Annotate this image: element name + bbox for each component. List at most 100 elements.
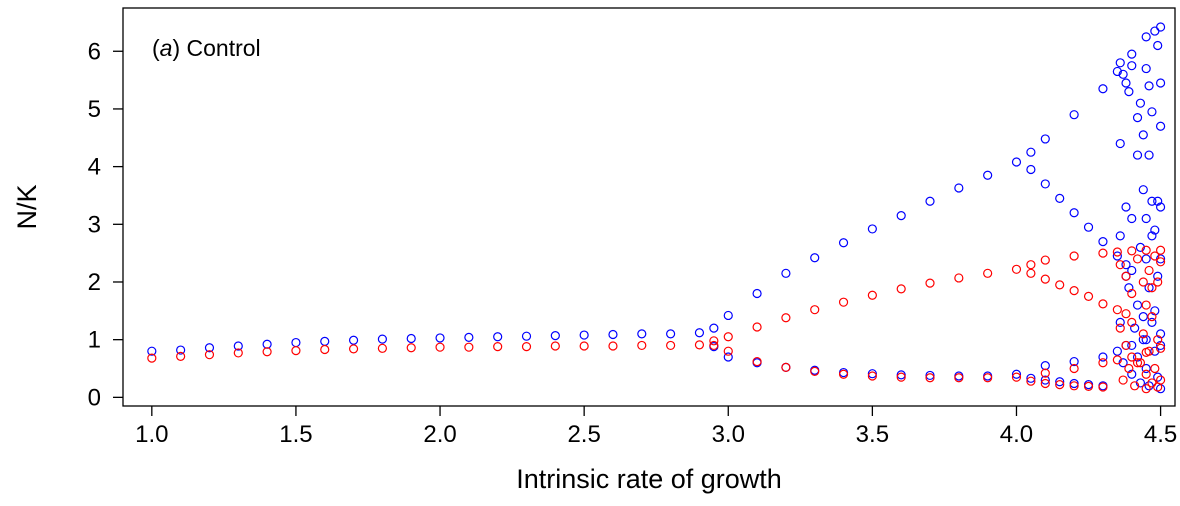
data-point bbox=[867, 224, 877, 234]
data-point bbox=[1153, 372, 1163, 382]
y-tick-label: 3 bbox=[88, 211, 101, 238]
data-point bbox=[435, 333, 445, 343]
data-point bbox=[1153, 335, 1163, 345]
data-point bbox=[637, 340, 647, 351]
data-point bbox=[1141, 335, 1151, 345]
data-point bbox=[954, 373, 964, 383]
data-point bbox=[1115, 323, 1125, 333]
data-point bbox=[1040, 134, 1050, 144]
data-point bbox=[838, 297, 849, 307]
data-point bbox=[262, 339, 272, 349]
data-point bbox=[1026, 268, 1036, 278]
data-point bbox=[867, 369, 877, 379]
data-point bbox=[723, 352, 733, 362]
data-point bbox=[377, 343, 387, 353]
data-point bbox=[1124, 283, 1134, 293]
data-point bbox=[1138, 185, 1148, 195]
data-point bbox=[1135, 242, 1146, 252]
data-point bbox=[752, 322, 762, 332]
data-point bbox=[1127, 340, 1137, 351]
data-point bbox=[1141, 384, 1151, 394]
data-point bbox=[666, 340, 676, 351]
data-point bbox=[983, 268, 993, 278]
data-point bbox=[1098, 382, 1108, 392]
data-point bbox=[1098, 352, 1108, 362]
y-tick-label: 1 bbox=[88, 327, 101, 354]
data-point bbox=[1144, 265, 1154, 276]
data-point bbox=[1112, 247, 1122, 257]
y-tick-label: 2 bbox=[88, 269, 101, 296]
data-point bbox=[176, 345, 186, 355]
data-point bbox=[1118, 375, 1128, 385]
data-point bbox=[1130, 381, 1140, 391]
data-point bbox=[1121, 202, 1131, 212]
data-point bbox=[1127, 352, 1137, 362]
data-point bbox=[1121, 309, 1131, 319]
data-point bbox=[925, 196, 935, 206]
data-point bbox=[1098, 248, 1108, 258]
data-point bbox=[1011, 372, 1022, 382]
data-point bbox=[1011, 264, 1022, 274]
data-point bbox=[579, 330, 589, 340]
data-point bbox=[1144, 81, 1154, 91]
data-point bbox=[1127, 265, 1137, 276]
data-point bbox=[1147, 283, 1157, 293]
data-point bbox=[723, 332, 733, 342]
data-point bbox=[1141, 245, 1151, 255]
data-point bbox=[1138, 329, 1148, 339]
x-tick-label: 1.5 bbox=[279, 421, 312, 448]
data-point bbox=[925, 373, 935, 383]
y-axis: 0 1 2 3 4 5 6 bbox=[88, 38, 123, 411]
data-point bbox=[723, 310, 733, 321]
data-point bbox=[1127, 369, 1137, 379]
data-point bbox=[925, 370, 935, 381]
data-point bbox=[1150, 346, 1160, 356]
data-point bbox=[1155, 257, 1166, 267]
data-point bbox=[579, 341, 589, 351]
data-point bbox=[291, 346, 301, 356]
data-point bbox=[896, 284, 906, 294]
y-tick-label: 0 bbox=[88, 384, 101, 411]
data-point bbox=[233, 341, 243, 351]
data-point bbox=[1115, 58, 1125, 68]
x-tick-label: 3.0 bbox=[712, 421, 745, 448]
data-point bbox=[1069, 286, 1079, 296]
data-point bbox=[464, 342, 474, 352]
data-point bbox=[377, 334, 387, 344]
data-point bbox=[1138, 335, 1148, 345]
x-tick-label: 2.0 bbox=[423, 421, 456, 448]
data-point bbox=[1026, 164, 1036, 175]
x-tick-label: 4.5 bbox=[1144, 421, 1177, 448]
data-point bbox=[1040, 368, 1050, 378]
data-point bbox=[1083, 291, 1094, 302]
y-tick-label: 6 bbox=[88, 38, 101, 65]
data-point bbox=[1132, 352, 1143, 362]
data-point bbox=[694, 328, 705, 338]
data-point bbox=[1153, 277, 1163, 287]
data-point bbox=[1112, 355, 1122, 365]
data-point bbox=[1150, 251, 1160, 261]
data-point bbox=[752, 288, 762, 299]
data-point bbox=[781, 313, 791, 323]
data-point bbox=[1132, 300, 1143, 310]
data-point bbox=[1040, 361, 1050, 371]
data-point bbox=[1055, 377, 1065, 387]
data-point bbox=[550, 331, 560, 341]
data-point bbox=[1026, 260, 1036, 270]
data-point bbox=[1141, 254, 1151, 264]
data-point bbox=[262, 347, 272, 357]
plot-frame bbox=[122, 7, 1176, 407]
data-point bbox=[1098, 358, 1108, 368]
data-point bbox=[925, 278, 935, 288]
data-point bbox=[1112, 251, 1122, 261]
data-point bbox=[1040, 255, 1050, 265]
data-point bbox=[1069, 363, 1079, 374]
data-point bbox=[1147, 311, 1157, 322]
data-point bbox=[1055, 280, 1065, 290]
data-point bbox=[1069, 381, 1079, 391]
data-point bbox=[752, 356, 762, 367]
data-point bbox=[1069, 208, 1079, 218]
data-point bbox=[521, 341, 532, 352]
x-tick-label: 2.5 bbox=[567, 421, 600, 448]
